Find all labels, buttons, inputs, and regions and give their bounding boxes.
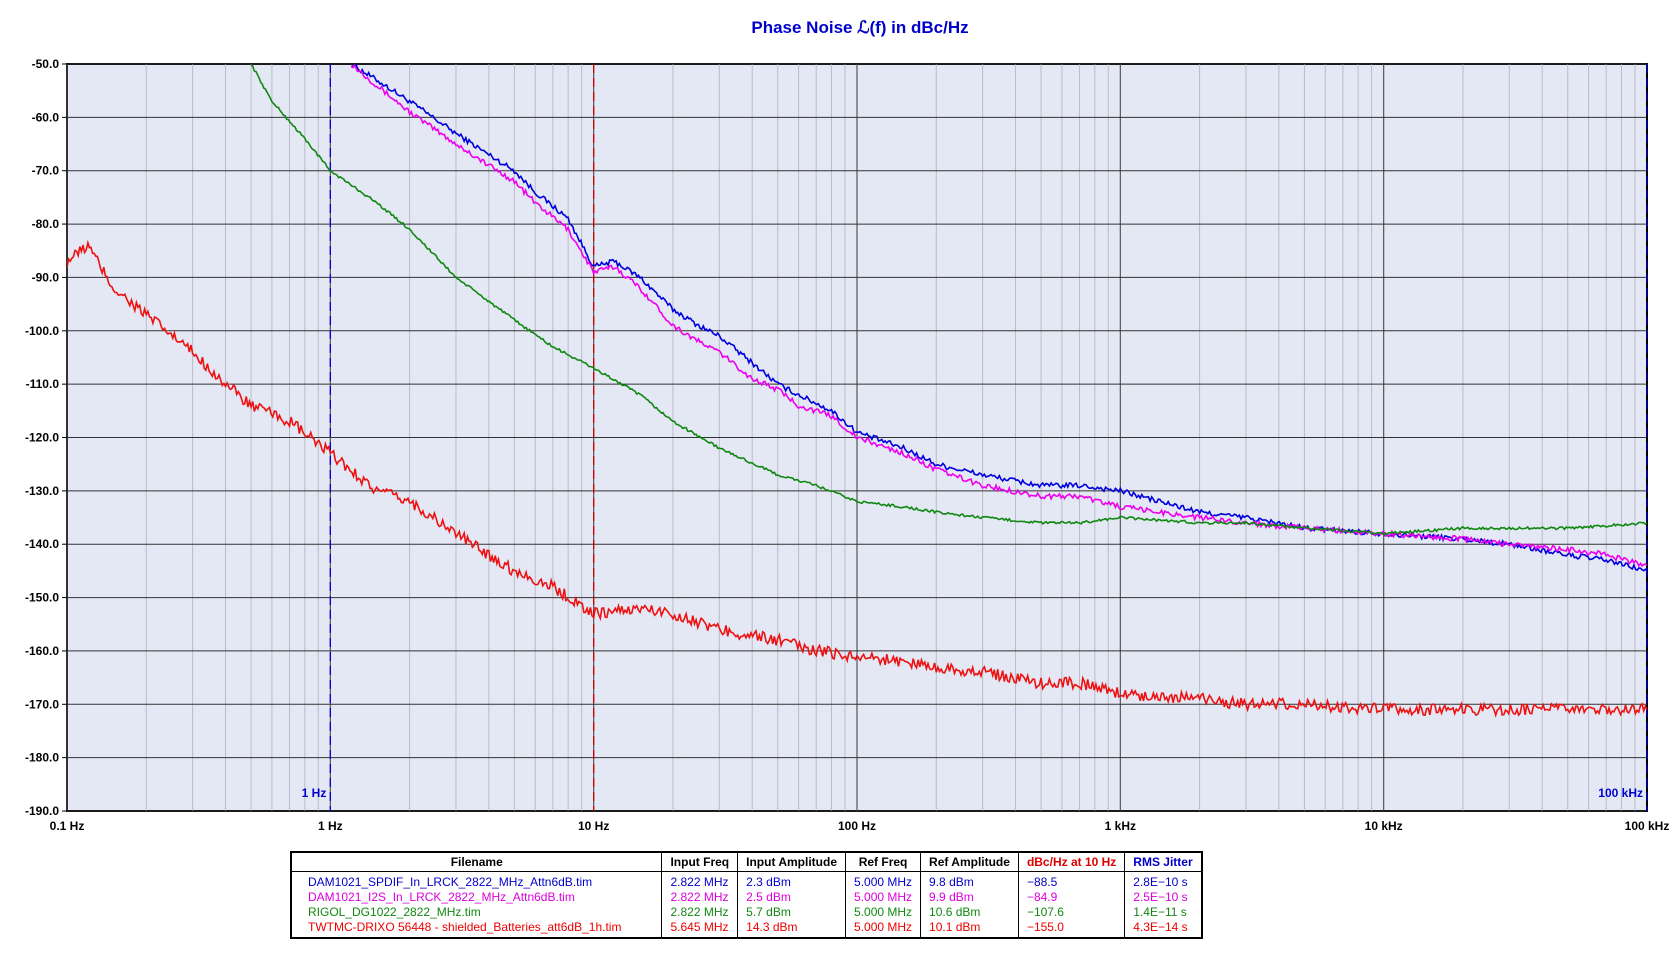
header-ref-amplitude: Ref Amplitude (920, 851, 1019, 872)
frequency-markers: 1 Hz 100 kHz (302, 64, 1648, 811)
legend-row: DAM1021_SPDIF_In_LRCK_2822_MHz_Attn6dB.t… (290, 871, 1203, 890)
legend-cell-ref-freq: 5.000 MHz (845, 871, 922, 890)
legend-body: DAM1021_SPDIF_In_LRCK_2822_MHz_Attn6dB.t… (290, 871, 1203, 939)
header-dbc-at-10: dBc/Hz at 10 Hz (1017, 851, 1126, 872)
header-input-amplitude: Input Amplitude (737, 851, 847, 872)
y-tick-label: -180.0 (25, 751, 59, 765)
y-tick-label: -150.0 (25, 591, 59, 605)
legend-row: DAM1021_I2S_In_LRCK_2822_MHz_Attn6dB.tim… (290, 890, 1203, 905)
series-line (67, 239, 1647, 718)
y-tick-label: -100.0 (25, 324, 59, 338)
x-tick-label: 10 Hz (578, 819, 609, 833)
legend-row: RIGOL_DG1022_2822_MHz.tim 2.822 MHz 5.7 dB… (290, 905, 1203, 920)
x-tick-label: 0.1 Hz (50, 819, 85, 833)
legend-cell-filename: TWTMC-DRIXO 56448 - shielded_Batteries_a… (290, 920, 663, 939)
y-tick-label: -140.0 (25, 537, 59, 551)
y-tick-label: -170.0 (25, 697, 59, 711)
x-tick-label: 1 kHz (1105, 819, 1136, 833)
legend-cell-dbc-at-10: −107.6 (1017, 905, 1126, 920)
y-tick-label: -190.0 (25, 804, 59, 818)
series-group (67, 64, 1647, 718)
legend-cell-rms-jitter: 2.8E−10 s (1124, 871, 1203, 890)
series-line (350, 64, 1647, 568)
legend-header-row: Filename Input Freq Input Amplitude Ref … (290, 851, 1203, 872)
marker-label: 1 Hz (302, 786, 327, 800)
legend-cell-filename: DAM1021_SPDIF_In_LRCK_2822_MHz_Attn6dB.t… (290, 871, 663, 890)
axis-ticks: -50.0 -60.0 -70.0 -80.0 -90.0 -100.0 -110.0 -12… (25, 57, 1669, 833)
y-tick-label: -50.0 (32, 57, 60, 71)
y-tick-label: -160.0 (25, 644, 59, 658)
legend-row: TWTMC-DRIXO 56448 - shielded_Batteries_a… (290, 920, 1203, 939)
header-input-freq: Input Freq (661, 851, 739, 872)
legend-cell-input-amplitude: 2.5 dBm (737, 890, 847, 905)
legend-cell-ref-amplitude: 9.9 dBm (920, 890, 1019, 905)
header-rms-jitter: RMS Jitter (1124, 851, 1203, 872)
y-tick-label: -70.0 (32, 164, 60, 178)
legend-cell-ref-amplitude: 9.8 dBm (920, 871, 1019, 890)
legend-cell-ref-freq: 5.000 MHz (845, 920, 922, 939)
legend-cell-dbc-at-10: −155.0 (1017, 920, 1126, 939)
legend-cell-filename: DAM1021_I2S_In_LRCK_2822_MHz_Attn6dB.tim (290, 890, 663, 905)
legend-cell-input-amplitude: 2.3 dBm (737, 871, 847, 890)
legend-cell-dbc-at-10: −84.9 (1017, 890, 1126, 905)
x-tick-label: 10 kHz (1365, 819, 1403, 833)
legend-cell-input-freq: 2.822 MHz (661, 905, 739, 920)
x-tick-label: 100 Hz (838, 819, 876, 833)
legend-cell-input-amplitude: 14.3 dBm (737, 920, 847, 939)
legend-table: Filename Input Freq Input Amplitude Ref … (290, 851, 1203, 939)
legend-cell-ref-freq: 5.000 MHz (845, 905, 922, 920)
legend-cell-filename: RIGOL_DG1022_2822_MHz.tim (290, 905, 663, 920)
legend-cell-ref-amplitude: 10.1 dBm (920, 920, 1019, 939)
chart-title: Phase Noise ℒ(f) in dBc/Hz (751, 18, 969, 37)
x-tick-label: 100 kHz (1625, 819, 1670, 833)
legend-cell-ref-amplitude: 10.6 dBm (920, 905, 1019, 920)
legend-cell-input-freq: 5.645 MHz (661, 920, 739, 939)
legend-cell-dbc-at-10: −88.5 (1017, 871, 1126, 890)
series-line (250, 64, 1647, 536)
y-tick-label: -80.0 (32, 217, 60, 231)
legend-cell-input-freq: 2.822 MHz (661, 890, 739, 905)
y-tick-label: -90.0 (32, 270, 60, 284)
phase-noise-chart: 1 Hz 100 kHz -50.0 -60.0 -70.0 -80.0 -90.0 -10… (25, 57, 1669, 833)
y-tick-label: -110.0 (26, 377, 60, 391)
y-tick-label: -60.0 (32, 110, 60, 124)
header-filename: Filename (290, 851, 663, 872)
marker-label: 100 kHz (1598, 786, 1643, 800)
y-tick-label: -130.0 (25, 484, 59, 498)
legend-cell-rms-jitter: 1.4E−11 s (1124, 905, 1203, 920)
header-ref-freq: Ref Freq (845, 851, 922, 872)
legend-cell-input-freq: 2.822 MHz (661, 871, 739, 890)
x-tick-label: 1 Hz (318, 819, 343, 833)
legend-cell-rms-jitter: 4.3E−14 s (1124, 920, 1203, 939)
y-tick-label: -120.0 (25, 431, 59, 445)
legend-cell-ref-freq: 5.000 MHz (845, 890, 922, 905)
legend-cell-input-amplitude: 5.7 dBm (737, 905, 847, 920)
legend-cell-rms-jitter: 2.5E−10 s (1124, 890, 1203, 905)
